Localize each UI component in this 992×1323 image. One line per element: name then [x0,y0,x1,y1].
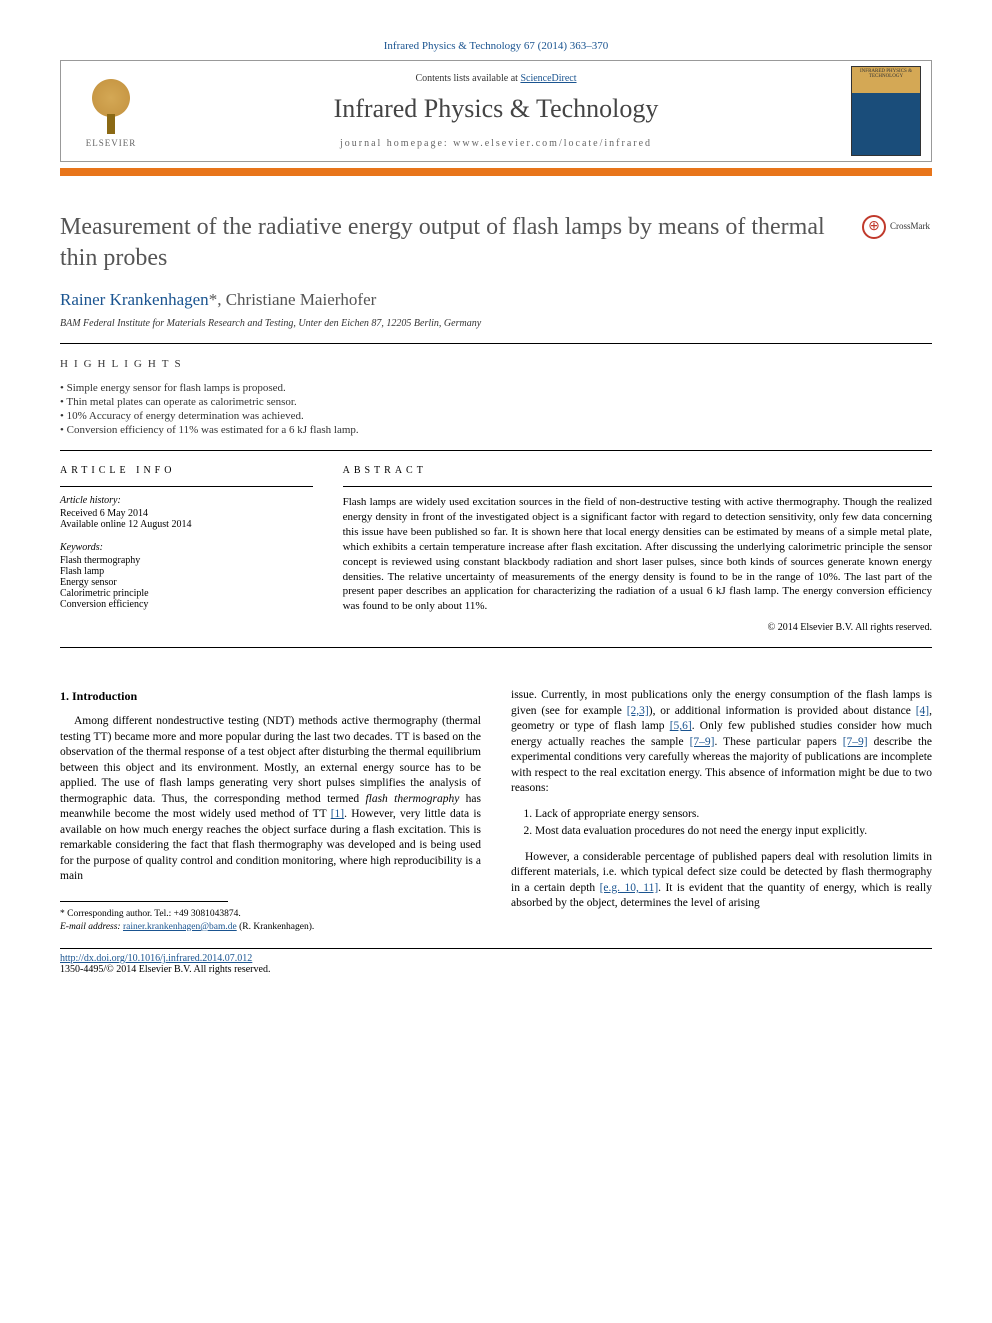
body-paragraph: However, a considerable percentage of pu… [511,850,932,912]
highlight-item: Simple energy sensor for flash lamps is … [60,382,932,394]
history-label: Article history: [60,495,313,506]
email-suffix: (R. Krankenhagen). [237,922,315,932]
keyword-item: Flash thermography [60,555,313,566]
homepage-url: www.elsevier.com/locate/infrared [453,138,652,149]
introduction-heading: 1. Introduction [60,688,481,704]
contents-prefix: Contents lists available at [415,73,520,84]
text-run: ), or additional information is provided… [649,705,916,717]
list-item: Most data evaluation procedures do not n… [535,824,932,840]
info-abstract-row: ARTICLE INFO Article history: Received 6… [60,465,932,633]
rule-3 [60,647,932,648]
authors-line: Rainer Krankenhagen*, Christiane Maierho… [60,290,932,310]
rule-info [60,486,313,487]
text-run: . These particular papers [715,736,843,748]
highlights-list: Simple energy sensor for flash lamps is … [60,382,932,436]
received-date: Received 6 May 2014 [60,508,313,519]
body-two-columns: 1. Introduction Among different nondestr… [60,688,932,933]
footnote-separator [60,901,228,902]
online-date: Available online 12 August 2014 [60,519,313,530]
reference-link[interactable]: [7–9] [690,736,715,748]
doi-link[interactable]: http://dx.doi.org/10.1016/j.infrared.201… [60,953,252,964]
article-info-heading: ARTICLE INFO [60,465,313,476]
doi-footer-block: http://dx.doi.org/10.1016/j.infrared.201… [60,948,932,975]
rule-1 [60,343,932,344]
highlight-item: Conversion efficiency of 11% was estimat… [60,424,932,436]
journal-cover-title: INFRARED PHYSICS & TECHNOLOGY [852,67,920,93]
reasons-list: Lack of appropriate energy sensors. Most… [535,807,932,840]
journal-header-box: ELSEVIER INFRARED PHYSICS & TECHNOLOGY C… [60,60,932,162]
author-1[interactable]: Rainer Krankenhagen [60,290,209,309]
crossmark-icon: ⊕ [862,215,886,239]
abstract-copyright: © 2014 Elsevier B.V. All rights reserved… [343,622,932,633]
article-info-column: ARTICLE INFO Article history: Received 6… [60,465,313,633]
elsevier-tree-icon [81,74,141,134]
affiliation: BAM Federal Institute for Materials Rese… [60,318,932,329]
keywords-label: Keywords: [60,542,313,553]
keyword-item: Energy sensor [60,577,313,588]
email-label: E-mail address: [60,922,123,932]
journal-title: Infrared Physics & Technology [171,94,821,124]
crossmark-badge[interactable]: ⊕ CrossMark [862,212,932,242]
text-run: Among different nondestructive testing (… [60,715,481,805]
page-container: Infrared Physics & Technology 67 (2014) … [0,0,992,1015]
journal-homepage: journal homepage: www.elsevier.com/locat… [171,138,821,149]
emphasis-term: flash thermography [365,793,459,805]
email-line: E-mail address: rainer.krankenhagen@bam.… [60,921,481,934]
corresponding-marker: * [209,290,218,309]
keywords-block: Keywords: Flash thermography Flash lamp … [60,542,313,610]
author-2: , Christiane Maierhofer [217,290,376,309]
highlight-item: 10% Accuracy of energy determination was… [60,410,932,422]
contents-available-line: Contents lists available at ScienceDirec… [171,73,821,84]
reference-link[interactable]: [2,3] [627,705,649,717]
article-title-text: Measurement of the radiative energy outp… [60,214,825,271]
elsevier-label: ELSEVIER [86,138,137,148]
article-history-block: Article history: Received 6 May 2014 Ava… [60,495,313,530]
footnotes-block: * Corresponding author. Tel.: +49 308104… [60,908,481,934]
journal-cover-thumbnail: INFRARED PHYSICS & TECHNOLOGY [851,66,921,156]
body-column-right: issue. Currently, in most publications o… [511,688,932,933]
journal-reference: Infrared Physics & Technology 67 (2014) … [60,40,932,52]
reference-link[interactable]: [e.g. 10, 11] [600,882,659,894]
reference-link[interactable]: [1] [331,808,344,820]
keyword-item: Conversion efficiency [60,599,313,610]
abstract-text: Flash lamps are widely used excitation s… [343,495,932,614]
orange-divider-bar [60,168,932,176]
rule-2 [60,450,932,451]
highlights-heading: HIGHLIGHTS [60,358,932,370]
abstract-column: ABSTRACT Flash lamps are widely used exc… [343,465,932,633]
keyword-item: Calorimetric principle [60,588,313,599]
reference-link[interactable]: [5,6] [670,720,692,732]
body-paragraph: Among different nondestructive testing (… [60,714,481,885]
elsevier-logo: ELSEVIER [71,66,151,156]
keyword-item: Flash lamp [60,566,313,577]
list-item: Lack of appropriate energy sensors. [535,807,932,823]
issn-copyright-line: 1350-4495/© 2014 Elsevier B.V. All right… [60,964,932,975]
email-link[interactable]: rainer.krankenhagen@bam.de [123,922,237,932]
abstract-heading: ABSTRACT [343,465,932,476]
body-column-left: 1. Introduction Among different nondestr… [60,688,481,933]
crossmark-label: CrossMark [890,221,930,233]
corresponding-author-note: * Corresponding author. Tel.: +49 308104… [60,908,481,921]
reference-link[interactable]: [4] [916,705,929,717]
homepage-prefix: journal homepage: [340,138,453,149]
reference-link[interactable]: [7–9] [843,736,868,748]
sciencedirect-link[interactable]: ScienceDirect [520,73,576,84]
article-title: Measurement of the radiative energy outp… [60,212,932,274]
rule-abstract [343,486,932,487]
body-paragraph: issue. Currently, in most publications o… [511,688,932,797]
highlight-item: Thin metal plates can operate as calorim… [60,396,932,408]
